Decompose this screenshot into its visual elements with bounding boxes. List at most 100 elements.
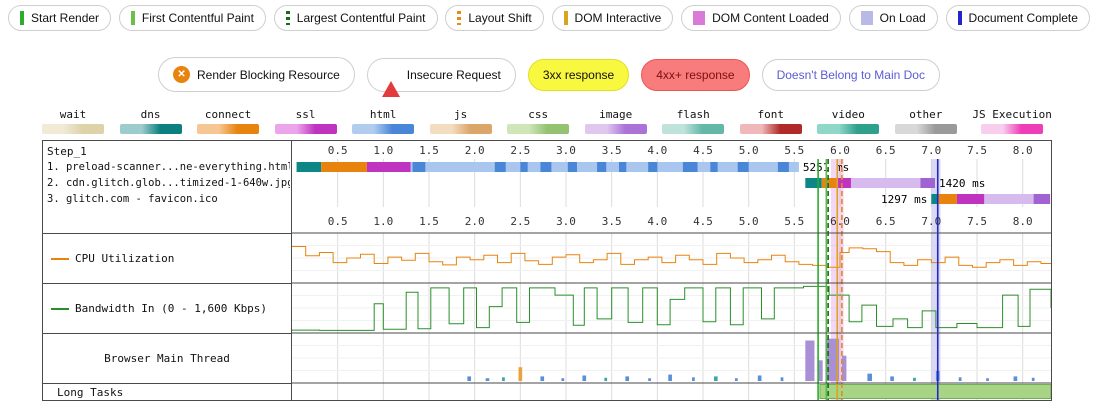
svg-text:1.0: 1.0 xyxy=(373,144,393,157)
type-label: image xyxy=(599,108,633,121)
type-label: wait xyxy=(59,108,87,121)
type-color-bar xyxy=(817,124,880,134)
svg-text:2.0: 2.0 xyxy=(465,144,485,157)
svg-text:1.0: 1.0 xyxy=(373,215,393,228)
type-connect: connect xyxy=(197,108,260,134)
long-tasks-chart xyxy=(819,384,1051,399)
event-markers xyxy=(817,159,939,400)
legend-label: First Contentful Paint xyxy=(141,11,254,25)
waterfall-chart: Step_1 1. preload-scanner...ne-everythin… xyxy=(42,140,1052,401)
type-wait: wait xyxy=(42,108,104,134)
type-label: html xyxy=(369,108,397,121)
main-thread-row-label: Browser Main Thread xyxy=(43,333,291,383)
legend-doesn-t-belong-to-main-doc[interactable]: Doesn't Belong to Main Doc xyxy=(761,58,940,91)
type-label: css xyxy=(528,108,549,121)
type-color-bar xyxy=(352,124,415,134)
layout-shift-icon xyxy=(457,11,462,25)
time-axis-labels: 0.5 0.5 1.0 1.0 1.5 1.5 2.0 2.0 2.5 2.5 3.0 3.0 3.5 3… xyxy=(328,144,1033,228)
type-label: video xyxy=(831,108,865,121)
type-label: dns xyxy=(140,108,161,121)
badge-legend-row: ✕ Render Blocking Resource! Insecure Reque… xyxy=(0,57,1098,97)
legend-dom-content-loaded: DOM Content Loaded xyxy=(681,5,841,31)
svg-text:7.5: 7.5 xyxy=(967,215,987,228)
request-row-label[interactable]: 3. glitch.com - favicon.ico xyxy=(47,193,218,205)
type-other: other xyxy=(894,108,957,134)
svg-text:3.5: 3.5 xyxy=(602,144,622,157)
on-load-icon xyxy=(860,11,873,25)
svg-text:5.5: 5.5 xyxy=(784,215,804,228)
type-css: css xyxy=(507,108,570,134)
waterfall-page: Start Render First Contentful Paint Larges… xyxy=(0,5,1098,401)
type-image: image xyxy=(584,108,647,134)
type-html: html xyxy=(352,108,415,134)
svg-text:7.0: 7.0 xyxy=(921,215,941,228)
svg-text:0.5: 0.5 xyxy=(328,144,348,157)
request-row-label[interactable]: 2. cdn.glitch.glob...timized-1-640w.jpg xyxy=(47,177,290,189)
band-on-load xyxy=(931,159,941,400)
svg-text:3.0: 3.0 xyxy=(556,144,576,157)
type-color-bar xyxy=(42,124,104,134)
marker-legend-row: Start Render First Contentful Paint Larges… xyxy=(0,5,1098,31)
svg-text:5.0: 5.0 xyxy=(739,144,759,157)
type-js: js xyxy=(429,108,492,134)
type-color-bar xyxy=(662,124,725,134)
waterfall-left-column: Step_1 1. preload-scanner...ne-everythin… xyxy=(43,141,292,400)
svg-text:1.5: 1.5 xyxy=(419,215,439,228)
type-label: js xyxy=(454,108,468,121)
legend-label: Insecure Request xyxy=(406,67,501,82)
type-color-bar xyxy=(197,124,260,134)
type-label: flash xyxy=(676,108,710,121)
svg-text:4.5: 4.5 xyxy=(693,215,713,228)
request-duration-label: 1297 ms xyxy=(881,193,927,206)
svg-text:6.0: 6.0 xyxy=(830,144,850,157)
legend-first-contentful-paint: First Contentful Paint xyxy=(118,5,266,31)
svg-text:1.5: 1.5 xyxy=(419,144,439,157)
legend-label: Start Render xyxy=(31,11,100,25)
svg-text:6.0: 6.0 xyxy=(830,215,850,228)
legend-3xx-response: 3xx response xyxy=(527,58,630,91)
legend-start-render: Start Render xyxy=(8,5,112,31)
type-video: video xyxy=(817,108,880,134)
svg-text:4.0: 4.0 xyxy=(647,144,667,157)
warning-icon: ! xyxy=(381,66,400,97)
request-duration-label: 1420 ms xyxy=(939,177,985,190)
type-dns: dns xyxy=(119,108,182,134)
svg-text:3.0: 3.0 xyxy=(556,215,576,228)
cpu-utilization-line xyxy=(292,246,1051,268)
bandwidth-line-swatch xyxy=(51,307,69,310)
type-label: font xyxy=(757,108,785,121)
start-render-icon xyxy=(20,11,24,25)
cpu-row-label: CPU Utilization xyxy=(43,233,291,283)
type-ssl: ssl xyxy=(274,108,337,134)
type-color-bar xyxy=(739,124,802,134)
render-blocking-icon: ✕ xyxy=(173,66,191,83)
document-complete-icon xyxy=(957,11,962,25)
svg-text:3.5: 3.5 xyxy=(602,215,622,228)
type-color-bar xyxy=(981,124,1044,134)
type-label: JS Execution xyxy=(972,108,1052,121)
step-section: Step_1 1. preload-scanner...ne-everythin… xyxy=(43,141,291,233)
first-contentful-paint-icon xyxy=(130,11,135,25)
request-row-label[interactable]: 1. preload-scanner...ne-everything.html xyxy=(47,161,290,173)
legend-insecure-request: ! Insecure Request xyxy=(366,57,516,97)
largest-contentful-paint-icon xyxy=(285,11,290,25)
type-color-bar xyxy=(584,124,647,134)
svg-text:4.0: 4.0 xyxy=(647,215,667,228)
dom-content-loaded-icon xyxy=(693,11,706,25)
svg-text:6.5: 6.5 xyxy=(876,144,896,157)
long-tasks-label: Long Tasks xyxy=(57,385,124,399)
svg-text:2.5: 2.5 xyxy=(510,215,530,228)
type-color-bar xyxy=(429,124,492,134)
legend-layout-shift: Layout Shift xyxy=(445,5,544,31)
cpu-label: CPU Utilization xyxy=(75,252,175,265)
bandwidth-label: Bandwidth In (0 - 1,600 Kbps) xyxy=(75,302,268,315)
type-color-bar xyxy=(507,124,570,134)
legend-label: Render Blocking Resource xyxy=(197,67,340,82)
svg-text:0.5: 0.5 xyxy=(328,215,348,228)
svg-text:8.0: 8.0 xyxy=(1013,215,1033,228)
main-thread-label: Browser Main Thread xyxy=(104,352,230,365)
cpu-utilization-chart xyxy=(292,246,1051,268)
waterfall-svg: 0.5 0.5 1.0 1.0 1.5 1.5 2.0 2.0 2.5 2.5 3.0 3.0 3.5 3… xyxy=(292,144,1051,400)
svg-text:6.5: 6.5 xyxy=(876,215,896,228)
svg-text:7.0: 7.0 xyxy=(921,144,941,157)
